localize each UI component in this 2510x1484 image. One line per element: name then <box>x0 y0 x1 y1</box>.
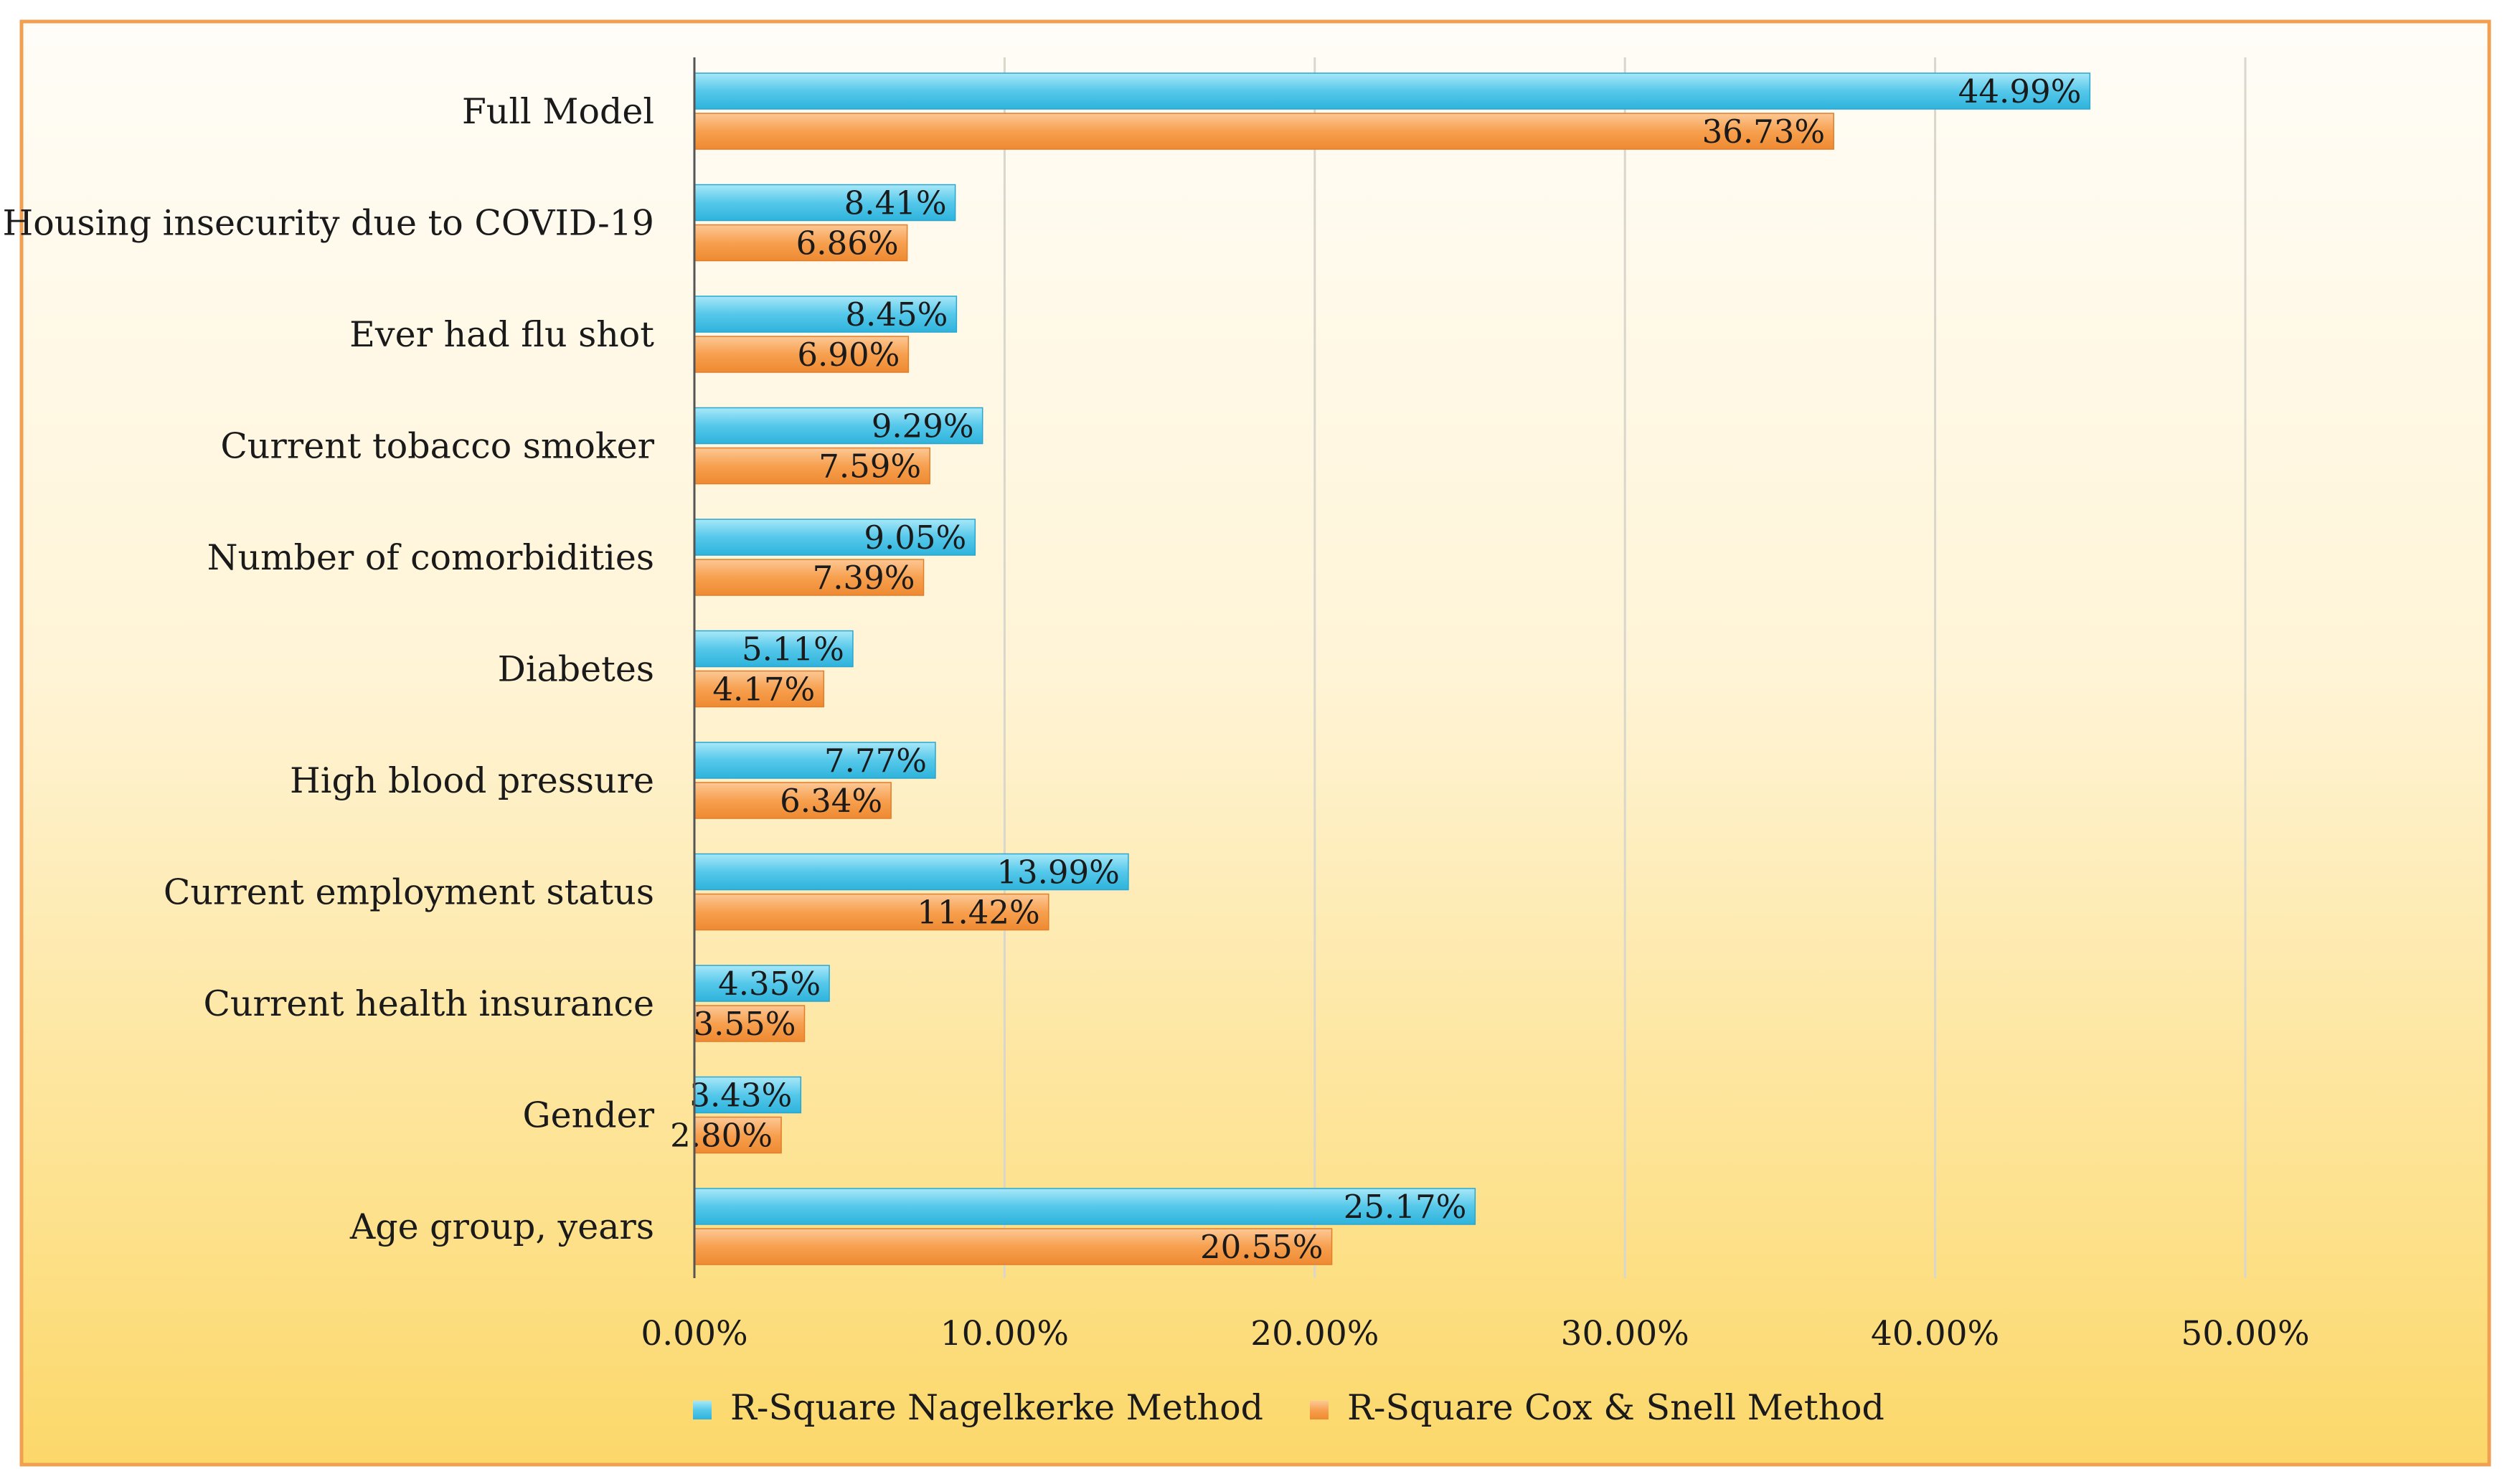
bar-nagelkerke-1 <box>694 184 956 222</box>
x-tick-labels: 0.00% 10.00% 20.00% 30.00% 40.00% 50.00% <box>641 1314 2309 1353</box>
data-label-cox-snell-5: 4.17% <box>712 671 815 709</box>
bar-cox-snell-8 <box>694 1005 806 1042</box>
bar-cox-snell-0 <box>694 113 1834 150</box>
bar-nagelkerke-10 <box>694 1188 1476 1225</box>
category-label-1: Housing insecurity due to COVID-19 <box>3 203 654 244</box>
data-label-cox-snell-1: 6.86% <box>796 225 899 263</box>
bar-cox-snell-2 <box>694 336 910 373</box>
data-label-nagelkerke-3: 9.29% <box>872 407 974 445</box>
gridlines <box>1003 57 2247 1278</box>
bar-nagelkerke-4 <box>694 519 976 556</box>
bar-cox-snell-6 <box>694 782 892 819</box>
bar-nagelkerke-7 <box>694 853 1129 891</box>
data-label-nagelkerke-4: 9.05% <box>864 519 966 557</box>
bar-nagelkerke-8 <box>694 965 830 1002</box>
x-tick-label-4: 40.00% <box>1871 1314 1999 1353</box>
bar-cox-snell-4 <box>694 559 925 596</box>
legend-label-nagelkerke: R-Square Nagelkerke Method <box>730 1387 1263 1428</box>
x-tick-label-5: 50.00% <box>2181 1314 2309 1353</box>
data-label-nagelkerke-1: 8.41% <box>844 184 947 222</box>
data-label-nagelkerke-10: 25.17% <box>1344 1188 1467 1226</box>
legend-swatch-nagelkerke <box>693 1401 712 1419</box>
data-label-nagelkerke-2: 8.45% <box>845 296 948 334</box>
data-label-nagelkerke-9: 3.43% <box>689 1077 792 1115</box>
bar-nagelkerke-9 <box>694 1076 802 1114</box>
data-label-nagelkerke-0: 44.99% <box>1958 72 2082 110</box>
x-tick-label-1: 10.00% <box>940 1314 1069 1353</box>
bar-nagelkerke-3 <box>694 407 983 445</box>
category-label-6: High blood pressure <box>290 760 654 801</box>
bar-cox-snell-5 <box>694 670 825 708</box>
data-label-cox-snell-6: 6.34% <box>780 782 882 820</box>
bar-cox-snell-10 <box>694 1228 1333 1265</box>
category-label-7: Current employment status <box>164 872 654 913</box>
data-label-cox-snell-8: 3.55% <box>694 1005 796 1043</box>
legend-label-cox-snell: R-Square Cox & Snell Method <box>1347 1387 1884 1428</box>
x-tick-label-2: 20.00% <box>1250 1314 1379 1353</box>
legend: R-Square Nagelkerke Method R-Square Cox … <box>693 1387 1884 1428</box>
data-label-cox-snell-2: 6.90% <box>797 336 900 374</box>
bar-nagelkerke-5 <box>694 630 854 668</box>
data-label-nagelkerke-6: 7.77% <box>824 742 927 780</box>
bar-nagelkerke-0 <box>694 72 2091 110</box>
data-label-cox-snell-4: 7.39% <box>813 559 915 597</box>
category-label-0: Full Model <box>462 91 654 132</box>
data-label-cox-snell-7: 11.42% <box>917 894 1040 932</box>
category-label-3: Current tobacco smoker <box>220 426 654 467</box>
data-label-nagelkerke-8: 4.35% <box>718 965 821 1003</box>
bar-nagelkerke-2 <box>694 296 958 333</box>
data-label-cox-snell-0: 36.73% <box>1702 113 1826 151</box>
data-label-cox-snell-3: 7.59% <box>818 448 921 486</box>
x-tick-label-0: 0.00% <box>641 1314 747 1353</box>
bar-cox-snell-1 <box>694 224 908 262</box>
bar-cox-snell-3 <box>694 447 930 485</box>
category-label-4: Number of comorbidities <box>207 537 654 578</box>
data-label-nagelkerke-5: 5.11% <box>742 630 844 668</box>
bar-cox-snell-9 <box>694 1116 782 1154</box>
data-label-nagelkerke-7: 13.99% <box>996 854 1120 892</box>
category-label-9: Gender <box>523 1095 655 1136</box>
data-label-cox-snell-9: 2.80% <box>670 1117 773 1155</box>
legend-swatch-cox-snell <box>1310 1401 1329 1419</box>
category-labels: Full Model Housing insecurity due to COVI… <box>3 91 655 1247</box>
category-label-10: Age group, years <box>349 1206 654 1247</box>
category-label-8: Current health insurance <box>203 983 654 1024</box>
bars: 44.99% 36.73% 8.41%6.86% 8.45%6.90% 9.29%7.5… <box>670 72 2091 1266</box>
category-label-5: Diabetes <box>498 649 654 690</box>
x-tick-label-3: 30.00% <box>1561 1314 1689 1353</box>
category-label-2: Ever had flu shot <box>349 314 654 355</box>
data-label-cox-snell-10: 20.55% <box>1200 1228 1324 1266</box>
